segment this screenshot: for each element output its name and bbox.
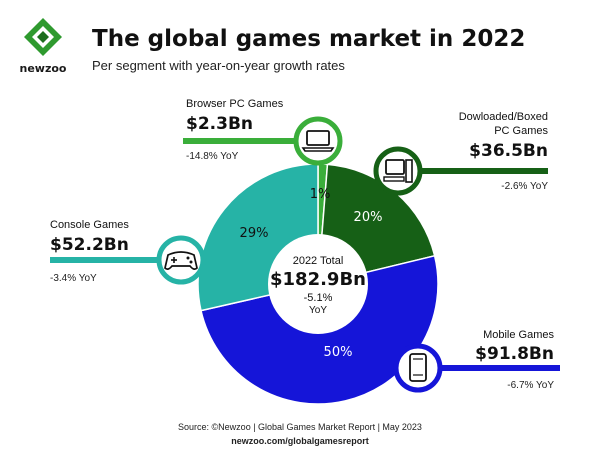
center-label: 2022 Total [293, 255, 344, 267]
desktop-pc-icon [373, 146, 423, 196]
laptop-icon [293, 116, 343, 166]
pct-label-browser: 1% [310, 187, 331, 202]
center-value: $182.9Bn [270, 269, 366, 290]
center-hole [268, 234, 368, 334]
segment-name-boxed: Dowloaded/Boxed [459, 111, 548, 123]
segment-name-mobile: Mobile Games [483, 329, 554, 341]
segment-value-browser: $2.3Bn [186, 114, 253, 134]
segment-yoy-boxed: -2.6% YoY [501, 181, 548, 192]
source-note: Source: ©Newzoo | Global Games Market Re… [178, 422, 422, 432]
center-yoy: -5.1% [304, 292, 333, 304]
source-url: newzoo.com/globalgamesreport [231, 436, 369, 446]
segment-value-console: $52.2Bn [50, 235, 129, 255]
segment-name-browser: Browser PC Games [186, 98, 284, 110]
pct-label-boxed: 20% [354, 210, 383, 225]
newzoo-logo-icon [24, 18, 62, 56]
segment-name-boxed-line2: PC Games [494, 125, 548, 137]
gamepad-icon [156, 235, 206, 285]
segment-yoy-console: -3.4% YoY [50, 273, 97, 284]
page-title: The global games market in 2022 [92, 26, 526, 52]
segment-value-mobile: $91.8Bn [475, 344, 554, 364]
smartphone-icon [393, 343, 443, 393]
pct-label-console: 29% [240, 226, 269, 241]
center-yoy-unit: YoY [309, 305, 327, 316]
segment-yoy-mobile: -6.7% YoY [507, 380, 554, 391]
pct-label-mobile: 50% [324, 345, 353, 360]
segment-name-console: Console Games [50, 219, 129, 231]
page-subtitle: Per segment with year-on-year growth rat… [92, 58, 345, 73]
segment-yoy-browser: -14.8% YoY [186, 151, 239, 162]
logo-wordmark: newzoo [19, 62, 67, 75]
segment-value-boxed: $36.5Bn [469, 141, 548, 161]
